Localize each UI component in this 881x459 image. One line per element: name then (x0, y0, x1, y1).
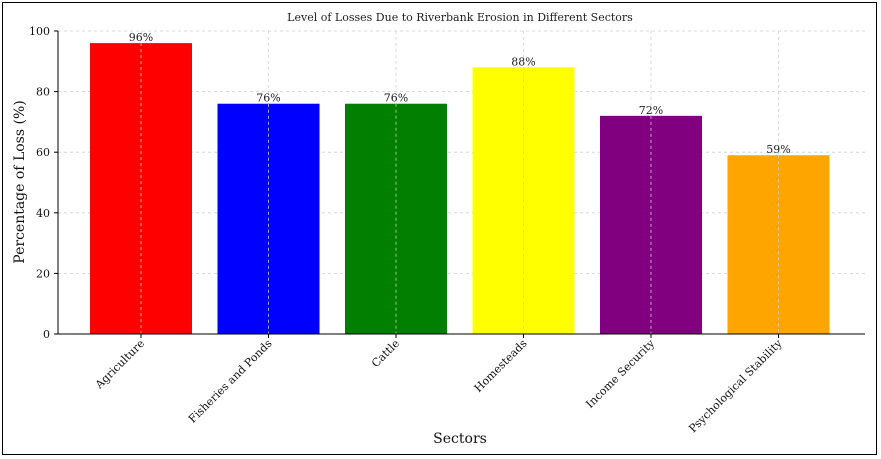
y-tick-label: 80 (36, 86, 50, 99)
data-label: 76% (384, 92, 408, 105)
y-tick-label: 40 (36, 207, 50, 220)
bars (90, 43, 830, 334)
x-tick-label: Psychological Stability (686, 336, 785, 435)
chart-title: Level of Losses Due to Riverbank Erosion… (287, 11, 633, 24)
x-tick-label: Income Security (583, 336, 657, 410)
data-label: 72% (639, 104, 663, 117)
y-tick-label: 100 (29, 25, 50, 38)
y-tick-label: 60 (36, 146, 50, 159)
x-tick-label: Homesteads (472, 337, 530, 395)
y-axis-label: Percentage of Loss (%) (12, 100, 28, 263)
y-tick-label: 20 (36, 267, 50, 280)
data-label: 96% (129, 31, 153, 44)
x-axis-label: Sectors (433, 431, 487, 447)
data-label: 59% (766, 143, 790, 156)
x-tick-label: Fisheries and Ponds (186, 337, 275, 426)
data-label: 88% (511, 55, 535, 68)
data-label: 76% (256, 92, 280, 105)
x-tick-label: Cattle (369, 337, 402, 370)
y-tick-label: 0 (43, 328, 50, 341)
x-tick-label: Agriculture (92, 337, 147, 392)
